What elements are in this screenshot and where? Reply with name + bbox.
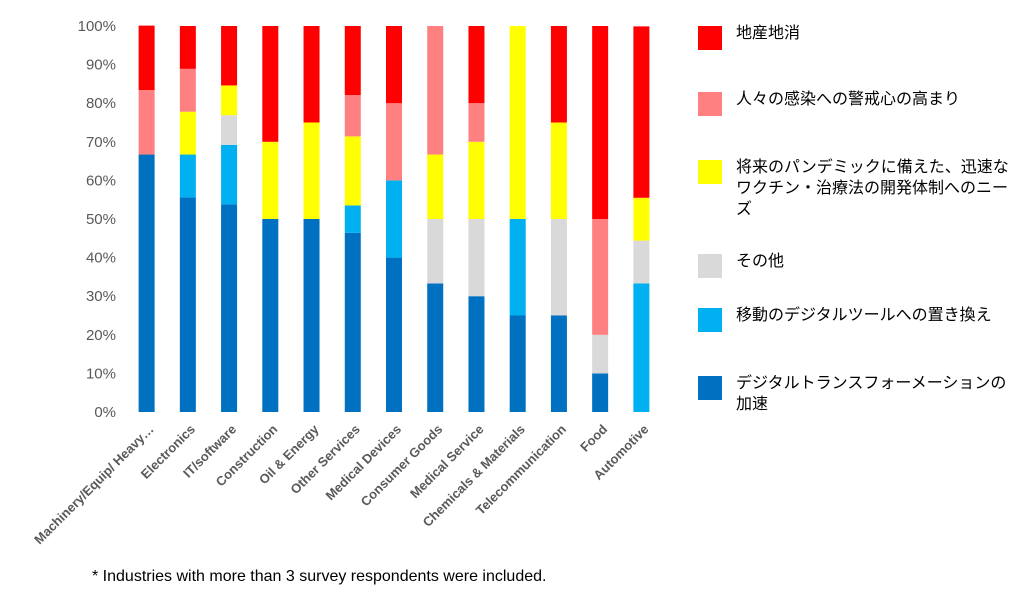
bar-segment: [427, 26, 444, 155]
legend-swatch-infection-caution: [698, 92, 722, 116]
bar-segment: [303, 219, 320, 412]
bar-segment: [633, 283, 650, 412]
legend-swatch-local-consumption: [698, 26, 722, 50]
legend-label-digital-mobility: 移動のデジタルツールへの置き換え: [736, 305, 992, 324]
bar-segment: [509, 26, 526, 219]
bar-segment: [262, 141, 279, 219]
y-tick-label: 0%: [94, 404, 116, 421]
y-tick-label: 90%: [86, 57, 116, 74]
bar-segment: [179, 154, 196, 198]
legend-label-pandemic-preparedness: 将来のパンデミックに備えた、迅速なワクチン・治療法の開発体制へのニーズ: [736, 157, 1009, 218]
bar-segment: [303, 122, 320, 219]
x-tick-label: Medical Service: [407, 422, 487, 502]
stacked-bar-chart: 0% 10% 20% 30% 40% 50% 60% 70% 80% 90% 100% Machin…: [31, 18, 651, 547]
legend-label-local-consumption: 地産地消: [736, 23, 801, 42]
bar-segment: [509, 219, 526, 316]
bar-segment: [386, 103, 402, 181]
bar-segment: [468, 219, 485, 297]
bar-segment: [468, 141, 485, 219]
bar-segment: [386, 180, 402, 258]
y-tick-label: 100%: [78, 18, 116, 35]
bar-segment: [550, 315, 567, 412]
bar-segment: [592, 334, 609, 374]
legend-label-dx-acceleration: デジタルトランスフォーメーションの加速: [736, 373, 1007, 413]
x-tick-label: Medical Devices: [322, 422, 404, 504]
y-tick-label: 80%: [86, 95, 116, 112]
legend-swatch-dx-acceleration: [698, 376, 722, 400]
y-axis: 0% 10% 20% 30% 40% 50% 60% 70% 80% 90% 100%: [78, 18, 116, 421]
bar-segment: [386, 26, 402, 104]
legend-swatch-other: [698, 254, 722, 278]
bar-segment: [550, 219, 567, 316]
bar-segment: [179, 68, 196, 112]
bar-segment: [427, 154, 444, 219]
bar-segment: [592, 373, 609, 412]
bar-segment: [344, 232, 361, 412]
y-tick-label: 10%: [86, 365, 116, 382]
bar-segment: [633, 240, 650, 284]
bar-segment: [468, 296, 485, 412]
bar-segment: [221, 85, 238, 116]
y-tick-label: 40%: [86, 250, 116, 267]
bar-segment: [633, 197, 650, 241]
x-tick-label: Food: [577, 421, 610, 454]
bar-segment: [344, 205, 361, 233]
bar-segment: [550, 122, 567, 219]
bar-segment: [468, 26, 485, 104]
bar-segment: [344, 26, 361, 96]
bar-segment: [427, 219, 444, 284]
bar-segment: [179, 26, 196, 69]
y-tick-label: 20%: [86, 327, 116, 344]
bar-segment: [262, 219, 279, 412]
x-tick-label: Machinery/Equip/ Heavy…: [31, 422, 157, 548]
bar-segment: [550, 26, 567, 123]
legend-label-infection-caution: 人々の感染への警戒心の高まり: [736, 89, 961, 108]
bar-segment: [221, 115, 238, 145]
bar-segment: [179, 111, 196, 155]
bar-segment: [427, 283, 444, 412]
bar-segment: [138, 90, 155, 155]
y-tick-label: 70%: [86, 134, 116, 151]
bar-segment: [344, 136, 361, 206]
bar-segment: [344, 95, 361, 137]
y-tick-label: 60%: [86, 172, 116, 189]
bar-segment: [633, 26, 650, 198]
bar-segment: [303, 26, 320, 123]
bar-segment: [509, 315, 526, 412]
bar-segment: [262, 26, 279, 142]
bar-segment: [592, 219, 609, 335]
legend-swatch-pandemic-preparedness: [698, 160, 722, 184]
bar-segment: [468, 103, 485, 142]
y-tick-label: 30%: [86, 288, 116, 305]
bar-segment: [386, 257, 402, 412]
legend-label-other: その他: [736, 251, 785, 270]
bar-segment: [221, 144, 238, 205]
footnote: * Industries with more than 3 survey res…: [92, 568, 547, 585]
y-tick-label: 50%: [86, 211, 116, 228]
x-axis: Machinery/Equip/ Heavy…ElectronicsIT/sof…: [31, 421, 651, 547]
bar-segment: [138, 25, 155, 91]
bar-segment: [221, 26, 238, 86]
bar-segment: [138, 154, 155, 412]
legend-swatch-digital-mobility: [698, 308, 722, 332]
bars: [138, 25, 650, 412]
bar-segment: [221, 204, 238, 412]
bar-segment: [592, 26, 609, 219]
bar-segment: [179, 197, 196, 412]
